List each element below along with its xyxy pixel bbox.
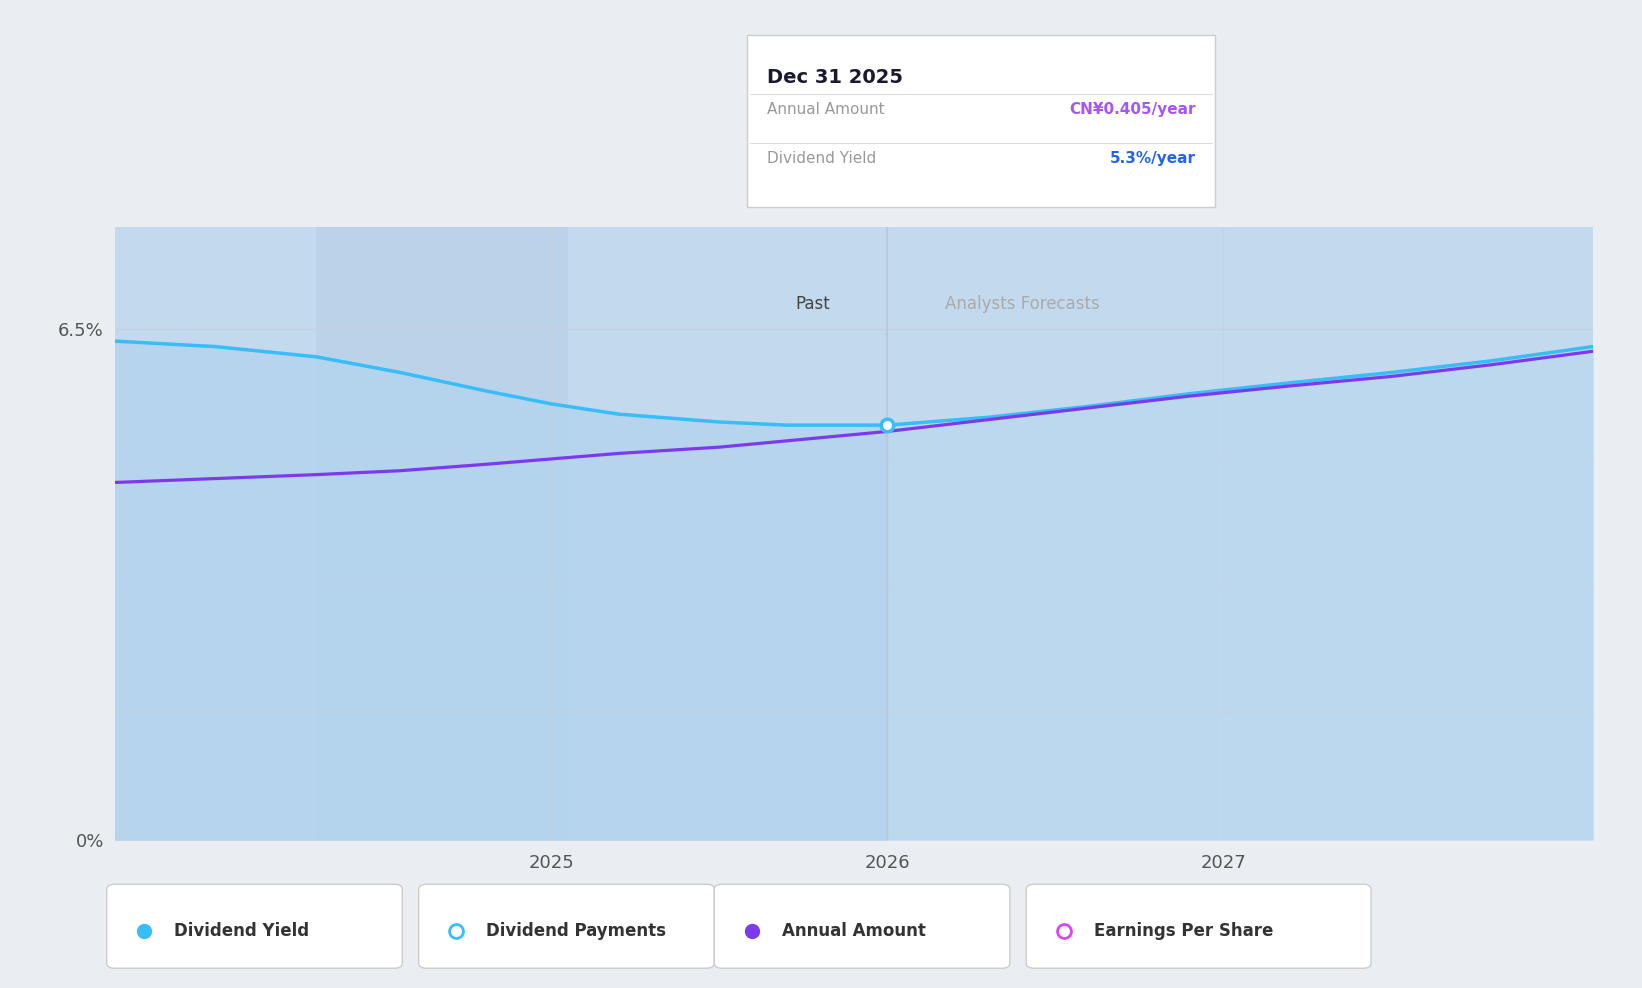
Text: 5.3%/year: 5.3%/year xyxy=(1110,151,1195,166)
Text: CN¥0.405/year: CN¥0.405/year xyxy=(1069,102,1195,117)
Text: Dividend Yield: Dividend Yield xyxy=(767,151,877,166)
Text: Dec 31 2025: Dec 31 2025 xyxy=(767,68,903,87)
Text: Past: Past xyxy=(796,294,831,313)
Text: Dividend Yield: Dividend Yield xyxy=(174,922,309,940)
Text: Analysts Forecasts: Analysts Forecasts xyxy=(944,294,1098,313)
Bar xyxy=(317,227,568,840)
Text: Annual Amount: Annual Amount xyxy=(782,922,926,940)
Text: Annual Amount: Annual Amount xyxy=(767,102,885,117)
Text: Earnings Per Share: Earnings Per Share xyxy=(1094,922,1273,940)
Text: Dividend Payments: Dividend Payments xyxy=(486,922,667,940)
